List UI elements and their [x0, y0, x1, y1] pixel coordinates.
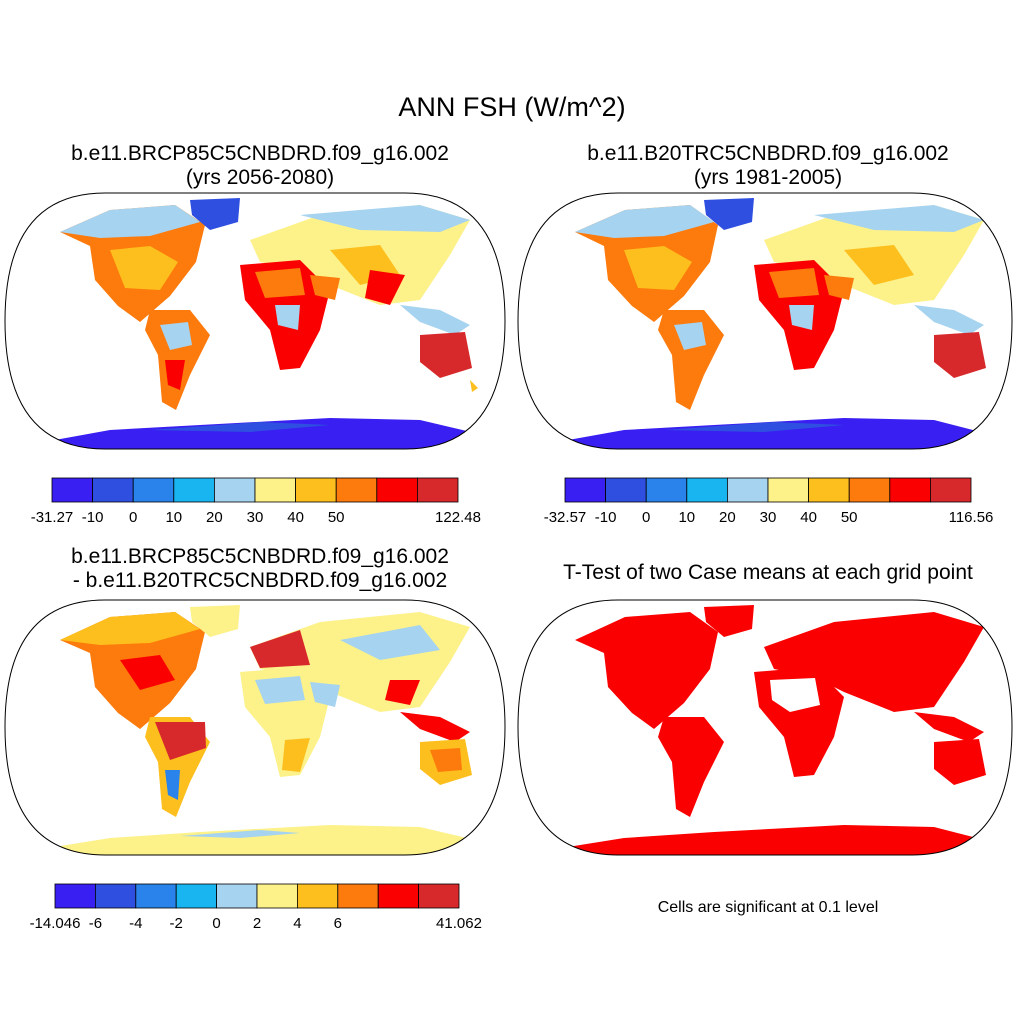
colorbar-tick-label: -31.27 — [31, 509, 74, 526]
panel-4-title-line1: T-Test of two Case means at each grid po… — [563, 561, 973, 584]
panel-3-title-line1: b.e11.BRCP85C5CNBDRD.f09_g16.002 — [71, 545, 449, 568]
colorbar-swatch — [254, 477, 296, 503]
colorbar-swatch — [213, 477, 256, 503]
colorbar-tick-label: 30 — [247, 509, 264, 526]
panel-1-title-line1: b.e11.BRCP85C5CNBDRD.f09_g16.002 — [71, 142, 449, 165]
colorbar-tick-label: -14.046 — [30, 915, 81, 932]
panel-2-title: b.e11.B20TRC5CNBDRD.f09_g16.002 (yrs 198… — [518, 142, 1018, 190]
colorbar-swatch — [564, 477, 606, 503]
colorbar-swatch — [930, 477, 972, 503]
figure-title: ANN FSH (W/m^2) — [398, 92, 626, 122]
panel-2-title-line2: (yrs 1981-2005) — [693, 166, 843, 189]
panel-2-title-line1: b.e11.B20TRC5CNBDRD.f09_g16.002 — [587, 142, 949, 165]
colorbar-swatch — [256, 883, 298, 909]
colorbar-tick-label: -10 — [82, 509, 104, 526]
colorbar-tick-label: -32.57 — [544, 509, 587, 526]
panel-1-colorbar: -31.27 -10 0 10 20 30 40 50 122.48 — [31, 477, 481, 526]
colorbar-tick-label: 6 — [334, 915, 342, 932]
panel-3-colorbar: -14.046 -6 -4 -2 0 2 4 6 41.062 — [30, 883, 482, 932]
colorbar-swatch — [132, 477, 175, 503]
panel-2-colorbar: -32.57 -10 0 10 20 30 40 50 116.56 — [544, 477, 994, 526]
colorbar-tick-label: -6 — [89, 915, 102, 932]
panel-2-map — [517, 192, 1013, 450]
colorbar-swatch — [92, 477, 134, 503]
colorbar-tick-label: 50 — [328, 509, 345, 526]
panel-1-map — [4, 192, 506, 450]
colorbar-tick-label: 0 — [212, 915, 220, 932]
colorbar-swatch — [808, 477, 850, 503]
panel-3-map — [4, 599, 506, 856]
panel-1-title: b.e11.BRCP85C5CNBDRD.f09_g16.002 (yrs 20… — [10, 142, 510, 190]
colorbar-swatch — [135, 883, 177, 909]
panel-1-title-line2: (yrs 2056-2080) — [185, 166, 335, 189]
colorbar-swatch — [295, 477, 337, 503]
colorbar-swatch — [767, 477, 809, 503]
panel-3-title: b.e11.BRCP85C5CNBDRD.f09_g16.002 - b.e11… — [10, 545, 510, 593]
colorbar-swatch — [848, 477, 891, 503]
colorbar-swatch — [416, 477, 459, 503]
panel-4-map — [517, 599, 1013, 856]
colorbar-swatch — [889, 477, 931, 503]
colorbar-tick-label: 10 — [678, 509, 695, 526]
colorbar-tick-label: 40 — [287, 509, 304, 526]
colorbar-tick-label: 50 — [841, 509, 858, 526]
panel-4-title: T-Test of two Case means at each grid po… — [518, 561, 1018, 585]
colorbar-swatch — [645, 477, 688, 503]
colorbar-tick-label: -2 — [170, 915, 183, 932]
colorbar-swatch — [173, 477, 215, 503]
colorbar-swatch — [418, 883, 460, 909]
colorbar-tick-label: 4 — [293, 915, 301, 932]
colorbar-tick-label: 10 — [165, 509, 182, 526]
colorbar-tick-label: 30 — [760, 509, 777, 526]
colorbar-swatch — [377, 883, 420, 909]
colorbar-swatch — [727, 477, 769, 503]
colorbar-swatch — [95, 883, 137, 909]
colorbar-tick-label: -4 — [129, 915, 142, 932]
colorbar-swatch — [51, 477, 93, 503]
colorbar-swatch — [337, 883, 379, 909]
colorbar-swatch — [296, 883, 339, 909]
colorbar-tick-label: 41.062 — [436, 915, 482, 932]
colorbar-tick-label: 0 — [129, 509, 137, 526]
panel-3-title-line2: - b.e11.B20TRC5CNBDRD.f09_g16.002 — [72, 569, 448, 592]
colorbar-swatch — [335, 477, 378, 503]
colorbar-swatch — [216, 883, 258, 909]
colorbar-tick-label: 20 — [719, 509, 736, 526]
colorbar-tick-label: 40 — [800, 509, 817, 526]
colorbar-tick-label: -10 — [595, 509, 617, 526]
colorbar-swatch — [175, 883, 217, 909]
colorbar-swatch — [376, 477, 418, 503]
colorbar-swatch — [686, 477, 728, 503]
significance-note: Cells are significant at 0.1 level — [657, 899, 879, 916]
colorbar-tick-label: 122.48 — [435, 509, 481, 526]
colorbar-tick-label: 0 — [642, 509, 650, 526]
colorbar-tick-label: 116.56 — [949, 509, 994, 526]
colorbar-tick-label: 20 — [206, 509, 223, 526]
colorbar-tick-label: 2 — [253, 915, 261, 932]
colorbar-swatch — [54, 883, 96, 909]
colorbar-swatch — [605, 477, 647, 503]
